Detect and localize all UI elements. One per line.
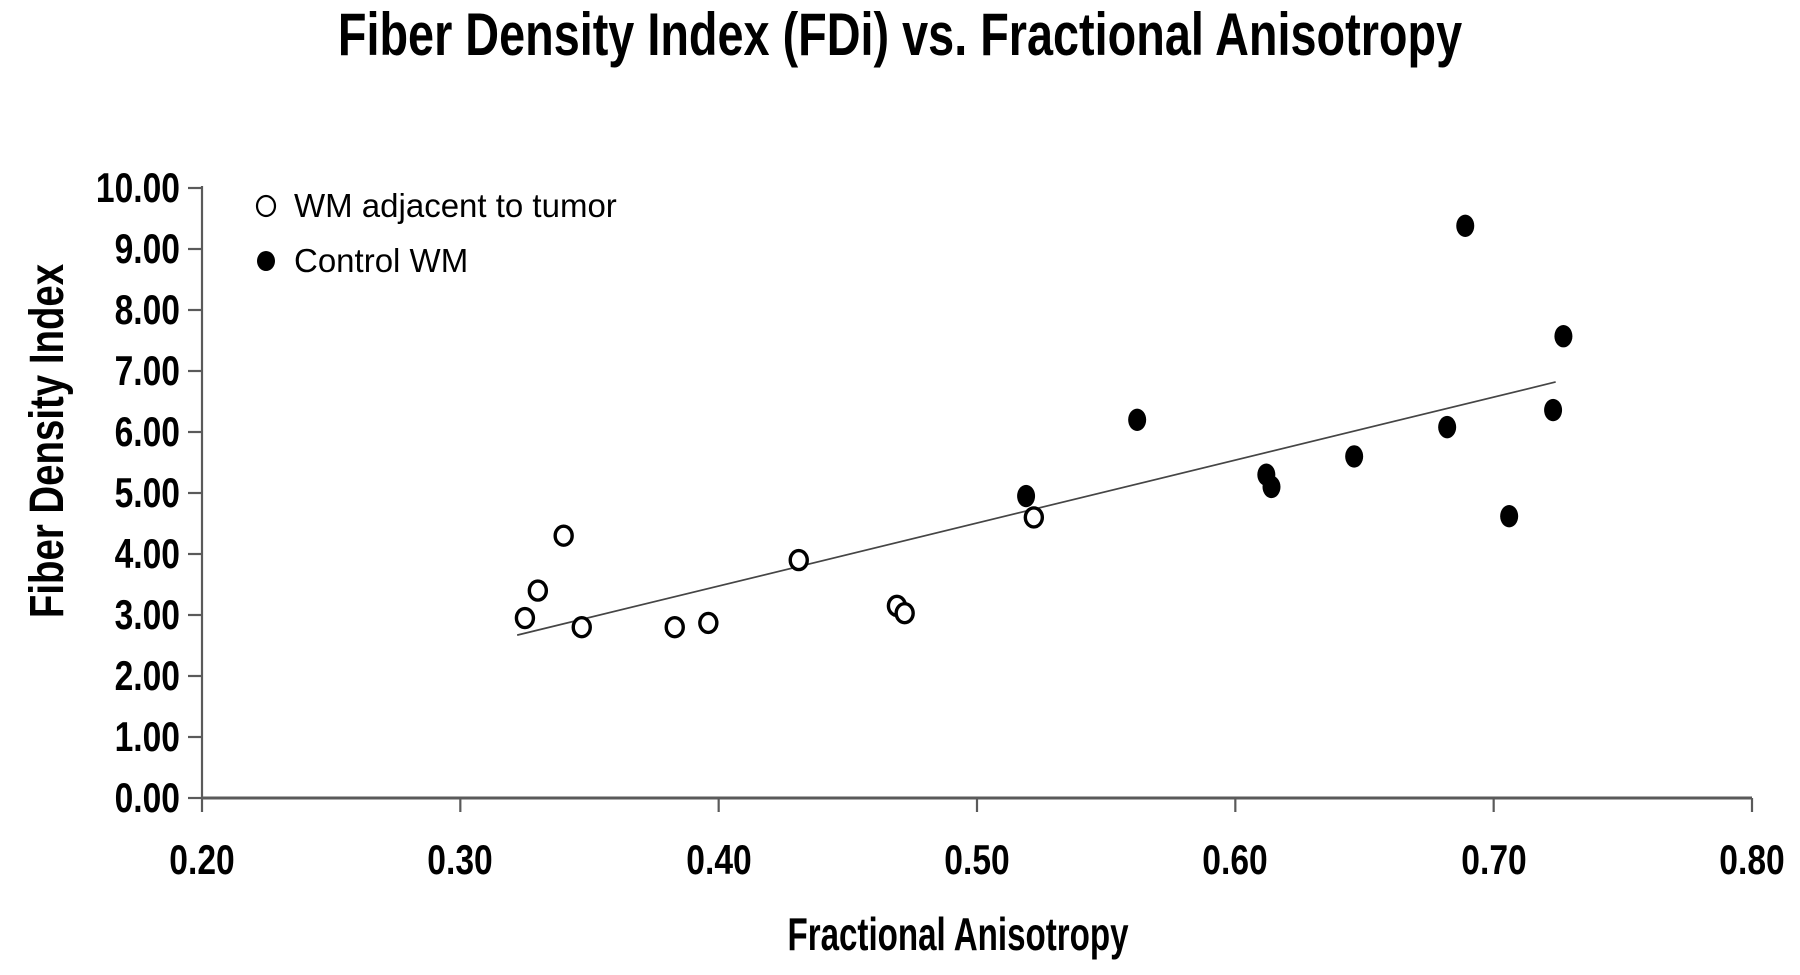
x-tick-label: 0.80 — [1719, 836, 1785, 883]
data-point-open-circle — [571, 616, 592, 639]
x-tick-label: 0.40 — [685, 836, 752, 883]
x-tick-label: 0.30 — [427, 836, 494, 883]
legend-label-control-wm: Control WM — [294, 242, 469, 279]
x-tick-label: 0.70 — [1460, 836, 1527, 883]
legend-item-control-wm: Control WM — [252, 239, 617, 283]
y-tick-label: 10.00 — [95, 164, 180, 211]
y-tick-label: 9.00 — [114, 225, 180, 272]
data-point-open-circle — [1023, 506, 1045, 529]
y-tick-label: 0.00 — [114, 774, 180, 821]
filled-circle-marker-icon — [257, 251, 275, 271]
y-tick-label: 2.00 — [114, 652, 180, 699]
data-point-filled-circle — [1017, 484, 1036, 508]
y-tick-label: 1.00 — [114, 713, 180, 760]
data-point-filled-circle — [1262, 475, 1281, 499]
x-tick-label: 0.50 — [944, 836, 1010, 883]
legend-label-wm-adjacent-to-tumor: WM adjacent to tumor — [294, 187, 617, 224]
data-point-filled-circle — [1500, 504, 1519, 528]
data-point-open-circle — [553, 524, 574, 547]
y-tick-label: 6.00 — [114, 408, 180, 455]
data-point-open-circle — [788, 548, 809, 572]
x-axis-title: Fractional Anisotropy — [787, 908, 1129, 960]
y-tick-label: 7.00 — [114, 347, 180, 394]
data-point-open-circle — [698, 611, 719, 635]
data-point-filled-circle — [1544, 398, 1563, 422]
data-point-filled-circle — [1438, 415, 1457, 439]
x-tick-label: 0.20 — [169, 836, 235, 883]
data-point-filled-circle — [1456, 214, 1475, 238]
data-point-filled-circle — [1345, 445, 1364, 468]
y-tick-label: 8.00 — [114, 286, 180, 333]
data-point-filled-circle — [1554, 325, 1573, 348]
data-point-open-circle — [514, 606, 536, 630]
open-circle-marker-icon — [255, 194, 277, 218]
chart-title: Fiber Density Index (FDi) vs. Fractional… — [337, 1, 1463, 68]
y-tick-label: 5.00 — [114, 469, 180, 516]
y-tick-label: 3.00 — [114, 591, 180, 638]
data-point-open-circle — [527, 579, 549, 602]
y-tick-label: 4.00 — [114, 530, 180, 577]
legend: WM adjacent to tumor Control WM — [252, 184, 617, 283]
data-point-filled-circle — [1128, 408, 1147, 431]
x-tick-label: 0.60 — [1202, 836, 1269, 883]
data-point-open-circle — [664, 616, 685, 639]
legend-item-wm-adjacent-to-tumor: WM adjacent to tumor — [252, 184, 617, 228]
data-point-open-circle — [894, 601, 915, 625]
